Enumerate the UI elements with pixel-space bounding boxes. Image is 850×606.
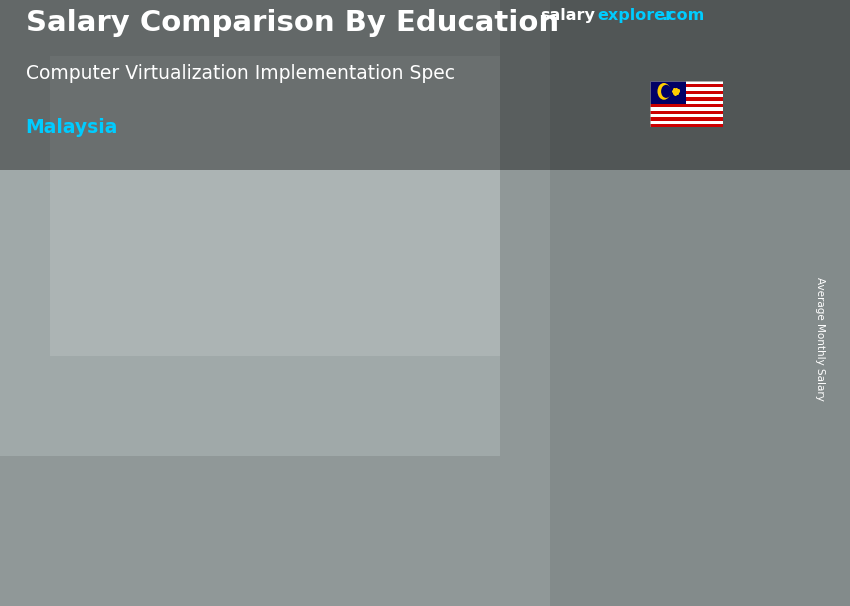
- Polygon shape: [525, 284, 537, 485]
- Bar: [650, 98, 722, 101]
- Text: +23%: +23%: [552, 138, 620, 158]
- Bar: [650, 104, 722, 107]
- Text: 9,760 MYR: 9,760 MYR: [680, 219, 768, 234]
- Text: 7,930 MYR: 7,930 MYR: [422, 265, 509, 281]
- Bar: [650, 121, 722, 124]
- Bar: [291, 348, 355, 485]
- Text: Malaysia: Malaysia: [26, 118, 118, 137]
- Text: .com: .com: [661, 8, 705, 23]
- Bar: [650, 91, 722, 94]
- Text: 5,430 MYR: 5,430 MYR: [303, 328, 390, 344]
- Text: +16%: +16%: [212, 282, 280, 302]
- Circle shape: [661, 85, 672, 98]
- Bar: [461, 285, 525, 485]
- Text: salary: salary: [540, 8, 595, 23]
- Bar: [0, 0, 500, 456]
- Bar: [650, 114, 722, 118]
- Bar: [650, 118, 722, 121]
- Bar: [650, 107, 722, 111]
- Bar: [650, 94, 722, 98]
- Bar: [650, 81, 686, 104]
- Bar: [650, 81, 722, 84]
- Text: Salary Comparison By Education: Salary Comparison By Education: [26, 9, 558, 37]
- Text: explorer: explorer: [598, 8, 674, 23]
- Polygon shape: [185, 366, 197, 485]
- Polygon shape: [695, 238, 707, 485]
- Bar: [650, 124, 722, 127]
- Bar: [50, 56, 500, 356]
- Bar: [650, 81, 722, 127]
- Bar: [121, 366, 185, 485]
- Text: 4,700 MYR: 4,700 MYR: [82, 347, 169, 362]
- Bar: [631, 239, 695, 485]
- Bar: [550, 0, 850, 606]
- Text: Computer Virtualization Implementation Spec: Computer Virtualization Implementation S…: [26, 64, 455, 82]
- Text: Average Monthly Salary: Average Monthly Salary: [815, 278, 825, 401]
- Text: +46%: +46%: [382, 195, 450, 215]
- Bar: [650, 111, 722, 114]
- Bar: [650, 101, 722, 104]
- Bar: [650, 84, 722, 87]
- Polygon shape: [355, 347, 367, 485]
- Bar: [650, 87, 722, 91]
- Circle shape: [657, 83, 671, 100]
